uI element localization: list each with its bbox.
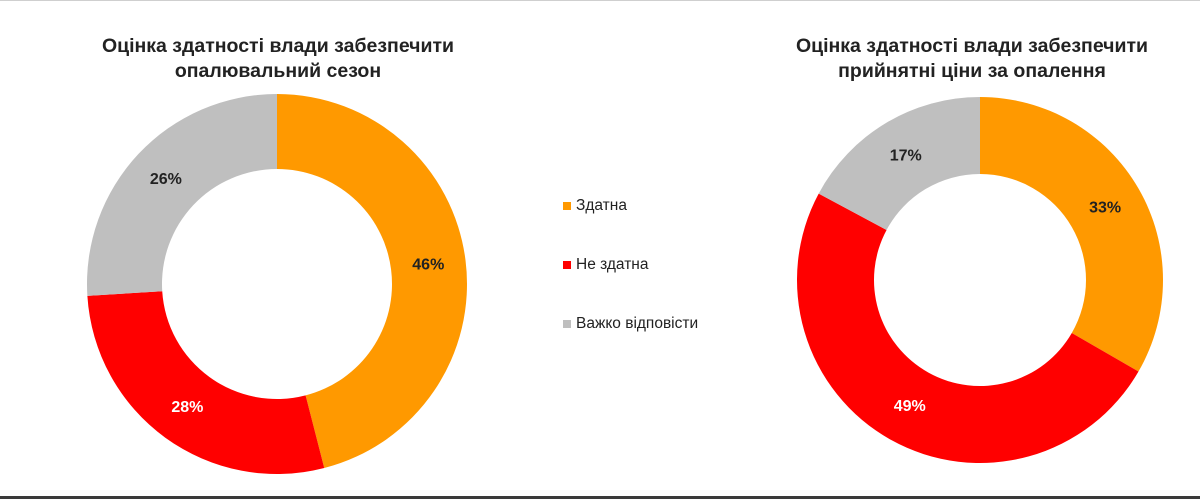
top-border	[0, 0, 1200, 1]
legend-label-zdatna: Здатна	[576, 197, 627, 214]
chart-1-slice-2	[87, 291, 325, 474]
chart-1-title: Оцінка здатності влади забезпечити опалю…	[48, 34, 508, 84]
legend-item-vazhko: Важко відповісти	[563, 314, 698, 334]
chart-1-slice-1	[277, 94, 467, 469]
chart-1-slice-3	[87, 94, 277, 296]
chart-2-value-label-2: 49%	[894, 398, 926, 415]
legend-item-zdatna: Здатна	[563, 196, 627, 216]
chart-2-title: Оцінка здатності влади забезпечити прийн…	[742, 34, 1200, 84]
legend-swatch-zdatna	[563, 202, 571, 210]
legend-swatch-ne-zdatna	[563, 261, 571, 269]
chart-2-title-line-2: прийнятні ціни за опалення	[838, 60, 1106, 82]
chart-2-value-label-3: 17%	[890, 148, 922, 165]
chart-1-value-label-3: 26%	[150, 171, 182, 188]
chart-1-value-label-2: 28%	[171, 399, 203, 416]
chart-2-value-label-1: 33%	[1089, 199, 1121, 216]
legend-swatch-vazhko	[563, 320, 571, 328]
chart-2-slice-2	[796, 193, 1139, 464]
bottom-border	[0, 496, 1200, 499]
chart-2-slice-3	[818, 97, 980, 230]
legend-label-vazhko: Важко відповісти	[576, 315, 699, 332]
chart-1-title-line-2: опалювальний сезон	[174, 60, 382, 82]
chart-1-value-label-1: 46%	[412, 256, 444, 273]
chart-2-title-line-1: Оцінка здатності влади забезпечити	[795, 35, 1149, 57]
chart-1-title-line-1: Оцінка здатності влади забезпечити	[101, 35, 455, 57]
chart-2-slice-1	[980, 97, 1163, 372]
legend-item-ne-zdatna: Не здатна	[563, 255, 649, 275]
legend-label-ne-zdatna: Не здатна	[576, 256, 649, 273]
